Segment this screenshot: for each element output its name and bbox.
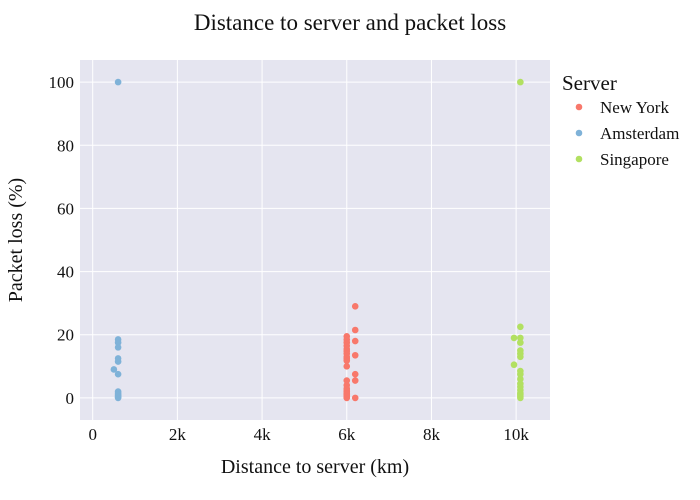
- data-point: [517, 78, 524, 86]
- data-point: [351, 351, 359, 359]
- legend-marker: [575, 155, 583, 163]
- data-point: [114, 344, 122, 351]
- series-singapore: [510, 78, 524, 402]
- data-point: [114, 392, 122, 399]
- legend-label: New York: [600, 98, 669, 117]
- plot-area: [80, 60, 550, 420]
- series-new-york: [343, 303, 359, 402]
- data-point: [114, 370, 122, 378]
- x-tick-label: 10k: [503, 425, 529, 444]
- x-tick-label: 8k: [423, 425, 441, 444]
- data-point: [343, 377, 351, 384]
- data-point: [114, 78, 122, 86]
- y-tick-label: 20: [57, 326, 74, 345]
- grid-lines: [80, 60, 550, 420]
- data-point: [351, 370, 359, 378]
- x-tick-label: 4k: [254, 425, 272, 444]
- data-point: [343, 357, 351, 364]
- data-point: [517, 323, 524, 331]
- data-point: [517, 334, 524, 342]
- data-point: [351, 303, 359, 310]
- y-axis-title: Packet loss (%): [5, 178, 27, 302]
- x-tick-label: 2k: [169, 425, 187, 444]
- data-point: [517, 353, 524, 361]
- legend-label: Singapore: [600, 150, 669, 169]
- data-point: [517, 394, 524, 402]
- y-tick-label: 0: [66, 389, 75, 408]
- chart-title: Distance to server and packet loss: [194, 10, 506, 35]
- data-point: [517, 339, 524, 346]
- y-axis-ticks: 0 20 40 60 80 100: [49, 73, 75, 408]
- data-point: [517, 370, 524, 378]
- data-points: [110, 78, 524, 402]
- data-point: [510, 334, 518, 342]
- data-point: [351, 326, 359, 334]
- x-axis-ticks: 0 2k 4k 6k 8k 10k: [88, 425, 529, 444]
- x-axis-title: Distance to server (km): [221, 456, 409, 478]
- data-point: [351, 337, 359, 345]
- legend: Server New York Amsterdam Singapore: [562, 71, 679, 169]
- data-point: [343, 390, 351, 398]
- legend-marker: [575, 129, 583, 137]
- data-point: [517, 375, 524, 383]
- y-tick-label: 40: [57, 263, 74, 282]
- legend-label: Amsterdam: [600, 124, 679, 143]
- data-point: [114, 358, 122, 365]
- y-tick-label: 100: [49, 73, 75, 92]
- legend-item: Amsterdam: [575, 124, 679, 143]
- legend-title: Server: [562, 71, 617, 95]
- legend-marker: [575, 103, 583, 111]
- data-point: [110, 366, 118, 373]
- x-tick-label: 0: [88, 425, 97, 444]
- data-point: [351, 394, 359, 402]
- data-point: [510, 361, 518, 369]
- y-tick-label: 60: [57, 199, 74, 218]
- y-tick-label: 80: [57, 136, 74, 155]
- legend-items: New York Amsterdam Singapore: [575, 98, 679, 169]
- x-tick-label: 6k: [338, 425, 356, 444]
- data-point: [351, 377, 359, 384]
- data-point: [114, 339, 122, 346]
- series-amsterdam: [110, 78, 122, 402]
- data-point: [343, 363, 351, 370]
- legend-item: Singapore: [575, 150, 669, 169]
- legend-item: New York: [575, 98, 669, 117]
